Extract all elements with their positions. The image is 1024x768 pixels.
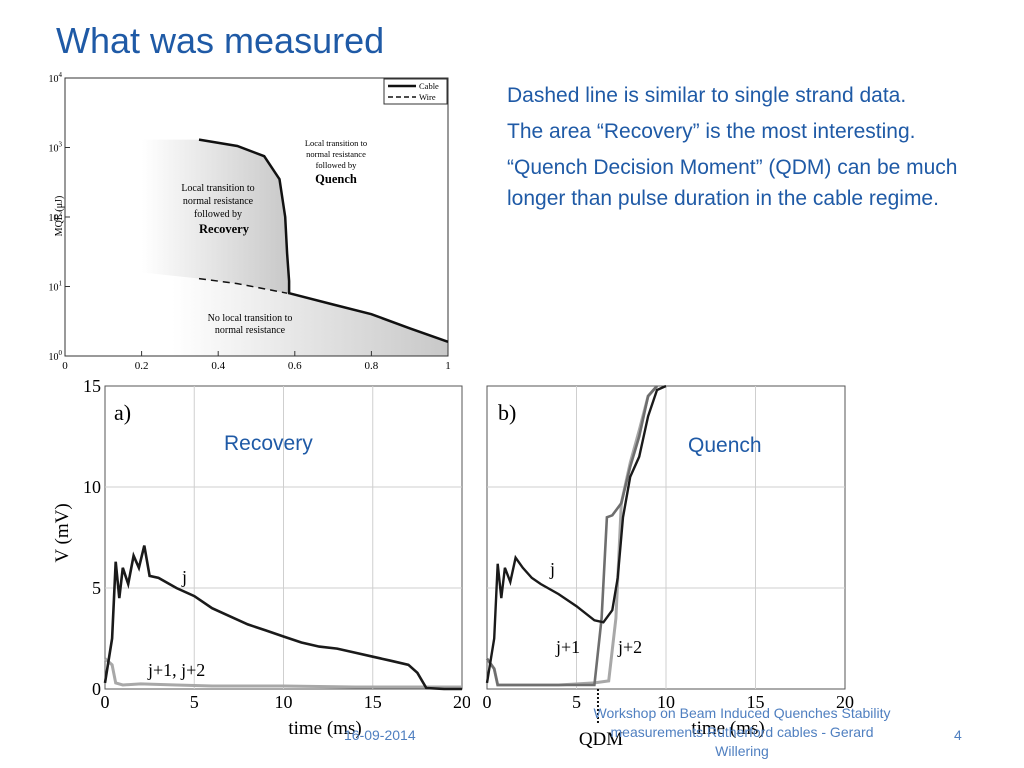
panel-b-label: b) <box>498 400 516 425</box>
b-xtick-label: 20 <box>836 692 854 712</box>
mqe-ytick-label: 100 <box>49 349 63 363</box>
annotation-quench: Local transition to normal resistance fo… <box>305 138 367 186</box>
bullet-3: “Quench Decision Moment” (QDM) can be mu… <box>507 156 958 210</box>
footer-date: 16-09-2014 <box>344 727 416 743</box>
a-xtick-label: 15 <box>364 692 382 712</box>
panel-a-label-j: j <box>181 567 187 587</box>
mqe-ytick-label: 103 <box>49 141 63 155</box>
bullet-1: Dashed line is similar to single strand … <box>507 84 907 107</box>
panel-a-label-j12: j+1, j+2 <box>147 660 205 680</box>
annotation-recovery: Local transition to normal resistance fo… <box>181 183 254 236</box>
mqe-xtick-label: 0 <box>62 360 68 372</box>
a-xtick-label: 10 <box>275 692 293 712</box>
svg-text:No local transition to: No local transition to <box>208 313 293 324</box>
a-ytick-label: 0 <box>92 679 101 699</box>
slide-title: What was measured <box>56 20 385 61</box>
mqe-xtick-label: 0.2 <box>135 360 149 372</box>
mqe-xtick-label: 1 <box>445 360 451 372</box>
svg-text:Local transition to: Local transition to <box>305 138 367 148</box>
a-xtick-label: 0 <box>101 692 110 712</box>
svg-text:Local transition to: Local transition to <box>181 183 254 194</box>
panel-b-series-j+1 <box>485 385 658 687</box>
a-ytick-label: 15 <box>83 378 101 396</box>
footer-center: Workshop on Beam Induced Quenches Stabil… <box>593 705 891 759</box>
mqe-ylabel: MQE (μJ) <box>54 196 65 237</box>
annotation-no-transition: No local transition to normal resistance <box>208 313 293 336</box>
panel-b-label-j1: j+1 <box>555 637 580 657</box>
svg-text:normal resistance: normal resistance <box>183 196 254 207</box>
mqe-xtick-label: 0.8 <box>365 360 379 372</box>
panel-b-label-j2: j+2 <box>617 637 642 657</box>
b-xtick-label: 15 <box>747 692 765 712</box>
mqe-ytick-label: 101 <box>49 280 63 294</box>
panel-b-xlabel: time (ms) <box>691 718 764 739</box>
wire-series-line <box>198 277 288 294</box>
recovery-region <box>141 139 290 294</box>
panel-a-series-j+1-j+2 <box>104 657 462 689</box>
bullet-list: Dashed line is similar to single strand … <box>507 80 962 219</box>
a-xtick-label: 5 <box>190 692 199 712</box>
cable-series-line <box>198 138 449 343</box>
svg-text:followed by: followed by <box>194 209 242 220</box>
a-ytick-label: 10 <box>83 477 101 497</box>
svg-text:followed by: followed by <box>316 160 358 170</box>
no-transition-region <box>172 276 449 356</box>
a-xtick-label: 20 <box>453 692 470 712</box>
panel-a-ylabel: V (mV) <box>52 503 73 562</box>
svg-text:Quench: Quench <box>315 172 357 186</box>
mqe-xtick-label: 0.4 <box>211 360 225 372</box>
b-xtick-label: 0 <box>483 692 492 712</box>
panel-b-label-j: j <box>549 559 555 579</box>
qdm-label: QDM <box>579 729 623 750</box>
voltage-chart-b: 0 5 10 15 20 b) time (ms) j j+1 j+2 QDM <box>483 384 854 750</box>
panel-a-series-j <box>103 545 462 691</box>
panel-a-label: a) <box>114 400 131 425</box>
legend-wire: Wire <box>419 92 436 102</box>
panel-a-xlabel: time (ms) <box>288 718 361 739</box>
page-number: 4 <box>954 727 962 743</box>
bullet-2: The area “Recovery” is the most interest… <box>507 120 916 143</box>
a-ytick-label: 5 <box>92 578 101 598</box>
svg-text:normal resistance: normal resistance <box>215 325 286 336</box>
svg-text:Recovery: Recovery <box>199 222 250 236</box>
mqe-ytick-label: 104 <box>49 71 63 85</box>
voltage-chart-a: 0 5 10 15 20 0 5 10 15 a) V (mV) time (ms) j j+1… <box>52 378 470 739</box>
b-xtick-label: 10 <box>657 692 675 712</box>
mqe-xtick-label: 0.6 <box>288 360 302 372</box>
quench-label: Quench <box>688 434 762 457</box>
panel-b-series-j <box>485 384 667 684</box>
recovery-label: Recovery <box>224 432 313 455</box>
legend-cable: Cable <box>419 81 439 91</box>
b-xtick-label: 5 <box>572 692 581 712</box>
svg-text:normal resistance: normal resistance <box>306 149 366 159</box>
mqe-legend: Cable Wire <box>383 78 448 105</box>
